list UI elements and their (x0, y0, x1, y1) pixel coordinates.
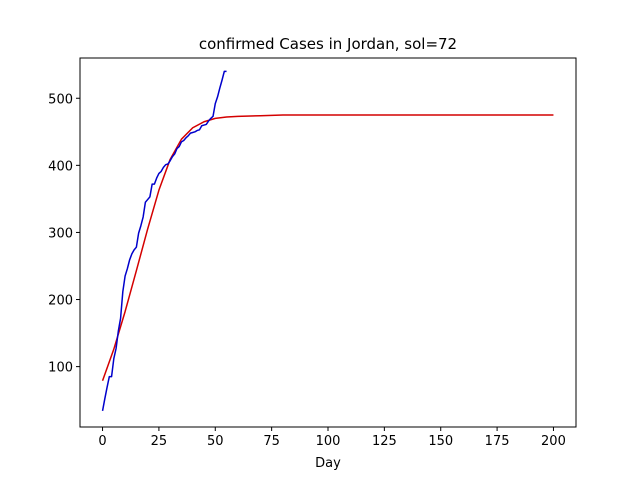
x-tick-label: 0 (98, 434, 106, 449)
x-tick-label: 150 (428, 434, 453, 449)
y-tick-label: 500 (48, 92, 73, 107)
y-tick-label: 200 (48, 294, 73, 309)
x-axis: 0 25 50 75 100 125 150 175 200 (98, 427, 566, 449)
x-tick-label: 125 (372, 434, 397, 449)
chart-title: confirmed Cases in Jordan, sol=72 (199, 35, 457, 53)
plot-area (101, 70, 554, 412)
y-tick-label: 400 (48, 159, 73, 174)
x-tick-label: 25 (151, 434, 168, 449)
x-tick-label: 50 (207, 434, 224, 449)
x-tick-label: 175 (485, 434, 510, 449)
series-line-1 (101, 70, 227, 412)
x-tick-label: 75 (263, 434, 280, 449)
x-tick-label: 200 (541, 434, 566, 449)
y-tick-label: 100 (48, 361, 73, 376)
x-tick-label: 100 (316, 434, 341, 449)
y-axis: 100 200 300 400 500 (48, 92, 80, 376)
y-tick-label: 300 (48, 226, 73, 241)
x-axis-label: Day (315, 456, 341, 471)
